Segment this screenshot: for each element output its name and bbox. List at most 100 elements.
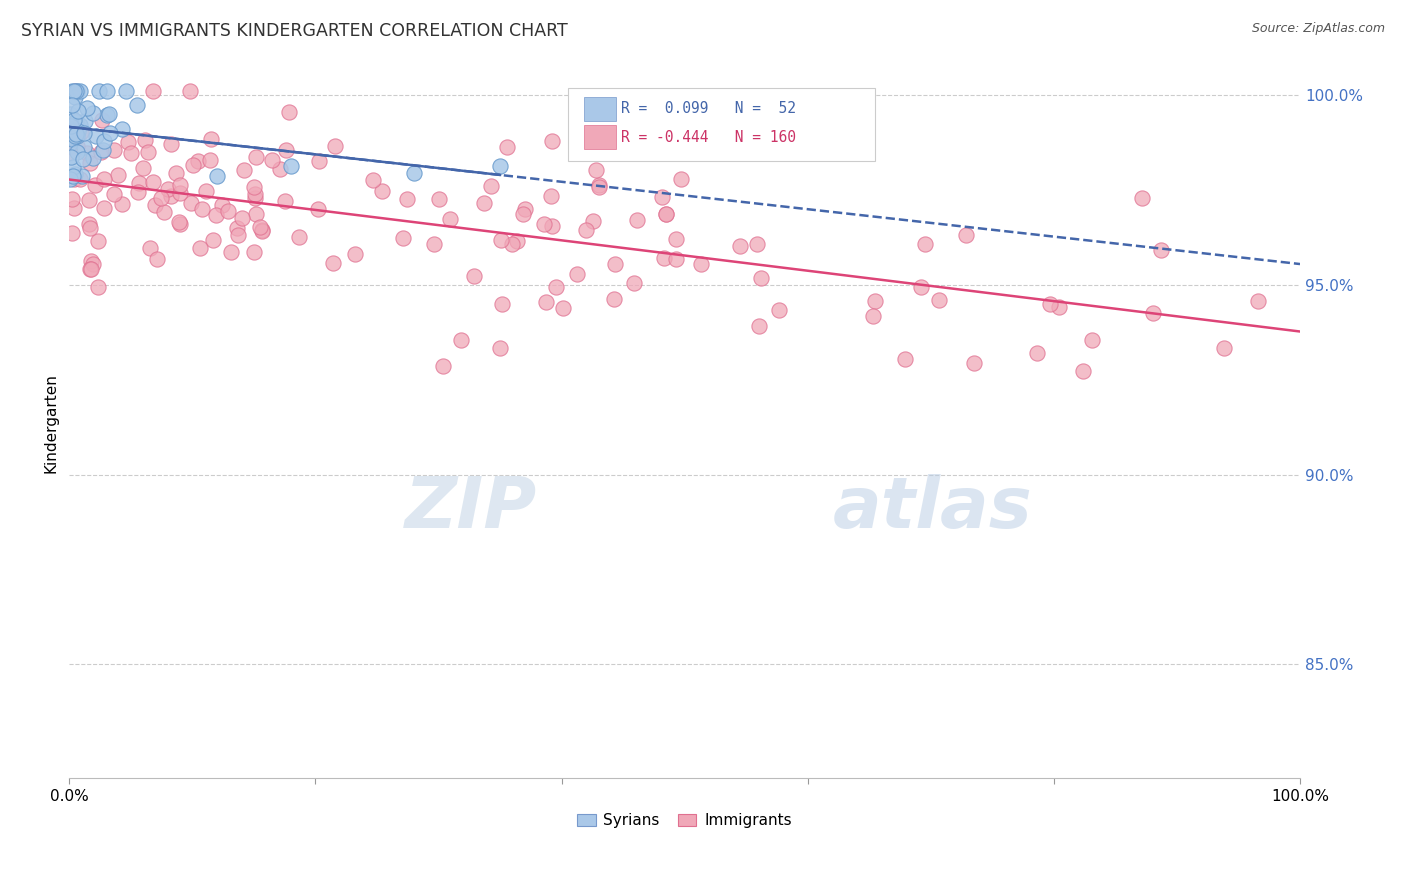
Point xyxy=(82,106,104,120)
Point xyxy=(62,97,84,112)
Point xyxy=(179,84,201,98)
Point xyxy=(910,280,932,294)
Point xyxy=(273,194,295,208)
Point xyxy=(146,252,169,267)
Point xyxy=(91,112,114,127)
Point xyxy=(652,251,675,265)
Point xyxy=(191,202,214,216)
Point xyxy=(651,190,673,204)
Point xyxy=(65,115,87,129)
Point xyxy=(65,129,87,144)
Point xyxy=(79,156,101,170)
Point xyxy=(77,193,100,207)
Text: ZIP: ZIP xyxy=(405,474,537,543)
Point xyxy=(59,138,82,153)
Point xyxy=(86,235,108,249)
Point xyxy=(582,214,605,228)
Point xyxy=(82,152,104,166)
Point xyxy=(540,189,562,203)
Point xyxy=(98,126,121,140)
Point xyxy=(505,234,527,248)
Point xyxy=(245,191,267,205)
Point xyxy=(863,293,886,308)
Point xyxy=(308,153,330,168)
Point xyxy=(98,107,121,121)
Point xyxy=(62,202,84,216)
Point xyxy=(59,145,82,160)
Point xyxy=(1081,334,1104,348)
Point xyxy=(439,212,461,227)
Point xyxy=(80,261,103,276)
Point xyxy=(93,201,115,215)
Point xyxy=(288,230,311,244)
Point xyxy=(200,131,222,145)
Point xyxy=(749,271,772,285)
Point xyxy=(243,186,266,201)
Point xyxy=(242,179,264,194)
Point xyxy=(544,280,567,294)
Point xyxy=(225,220,247,235)
Point xyxy=(488,341,510,355)
Point xyxy=(655,206,678,220)
Point xyxy=(187,153,209,168)
Point xyxy=(623,276,645,290)
Point xyxy=(180,196,202,211)
Point xyxy=(103,143,125,157)
Point xyxy=(62,112,84,127)
Point xyxy=(553,301,575,315)
Text: SYRIAN VS IMMIGRANTS KINDERGARTEN CORRELATION CHART: SYRIAN VS IMMIGRANTS KINDERGARTEN CORREL… xyxy=(21,22,568,40)
Point xyxy=(60,84,83,98)
Point xyxy=(588,180,610,194)
Point xyxy=(243,244,266,259)
Point xyxy=(114,84,136,98)
Point xyxy=(60,124,83,138)
Point xyxy=(1025,346,1047,360)
Point xyxy=(72,152,94,166)
Point xyxy=(84,129,107,144)
Point xyxy=(90,145,112,160)
Point xyxy=(120,146,142,161)
Point xyxy=(219,244,242,259)
Point xyxy=(63,84,86,98)
Point xyxy=(66,103,89,118)
Point xyxy=(66,84,89,98)
Point xyxy=(322,256,344,270)
Point xyxy=(159,189,181,203)
Point xyxy=(69,118,91,132)
Point xyxy=(371,184,394,198)
Point xyxy=(111,122,134,136)
Point xyxy=(496,140,519,154)
Point xyxy=(250,222,273,236)
Point xyxy=(665,252,688,266)
Point xyxy=(728,239,751,253)
Point xyxy=(391,231,413,245)
Point xyxy=(1247,293,1270,308)
Point xyxy=(63,125,86,139)
Point xyxy=(134,133,156,147)
Point xyxy=(567,267,589,281)
Point xyxy=(204,208,226,222)
Point xyxy=(669,171,692,186)
Point xyxy=(96,84,118,98)
Point xyxy=(131,161,153,176)
Point xyxy=(432,359,454,373)
Point xyxy=(422,237,444,252)
Point xyxy=(201,233,224,247)
Point xyxy=(111,197,134,211)
Point xyxy=(103,187,125,202)
Point xyxy=(165,166,187,180)
Point xyxy=(748,318,770,333)
Point xyxy=(655,206,678,220)
Point xyxy=(59,139,82,153)
Point xyxy=(427,192,450,206)
Point xyxy=(69,84,91,98)
Point xyxy=(80,253,103,268)
Point xyxy=(65,114,87,128)
Point xyxy=(59,130,82,145)
Point xyxy=(665,232,688,246)
Point xyxy=(491,296,513,310)
FancyBboxPatch shape xyxy=(583,125,616,150)
Point xyxy=(87,279,110,293)
Text: Source: ZipAtlas.com: Source: ZipAtlas.com xyxy=(1251,22,1385,36)
Point xyxy=(62,160,84,174)
